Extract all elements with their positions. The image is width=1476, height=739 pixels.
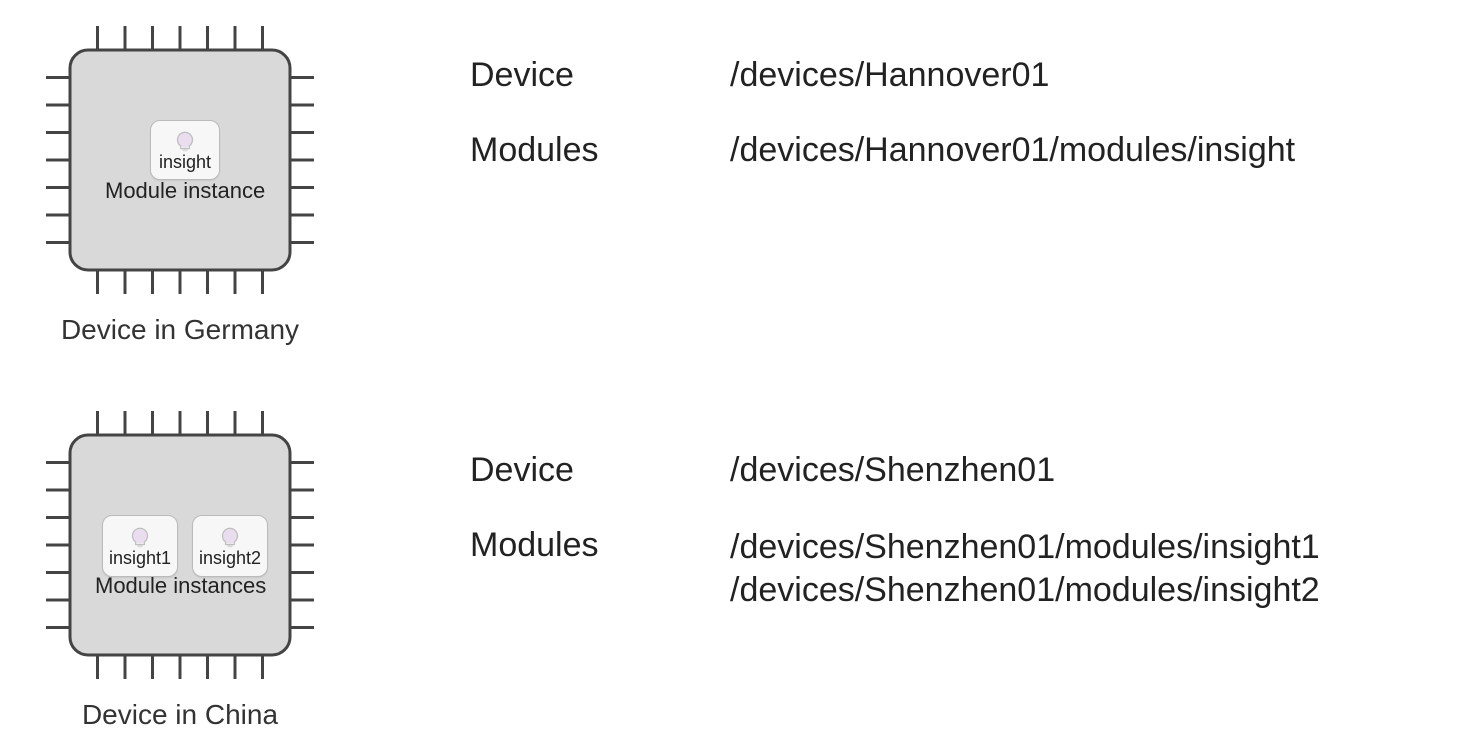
- info-grid-china: Device /devices/Shenzhen01 Modules /devi…: [470, 451, 1320, 611]
- instance-caption-germany: Module instance: [105, 178, 265, 204]
- device-row-germany: insight Module instance Device in German…: [20, 10, 1295, 346]
- chip-label-china: Device in China: [82, 699, 278, 731]
- instance-caption-china: Module instances: [95, 573, 266, 599]
- info-module-path: /devices/Shenzhen01/modules/insight1: [730, 526, 1320, 569]
- info-device-path: /devices/Shenzhen01: [730, 451, 1320, 490]
- chip-block-germany: insight Module instance Device in German…: [20, 10, 340, 346]
- module-name: insight1: [109, 549, 171, 567]
- chip-graphic-china: insight1 insight2 Module instances: [30, 395, 330, 695]
- info-device-key: Device: [470, 56, 690, 95]
- device-row-china: insight1 insight2 Module instances Devic…: [20, 395, 1320, 731]
- chip-graphic-germany: insight Module instance: [30, 10, 330, 310]
- info-device-path: /devices/Hannover01: [730, 56, 1295, 95]
- module-name: insight: [159, 153, 211, 171]
- module-box-insight1: insight1: [102, 515, 178, 577]
- info-module-path: /devices/Hannover01/modules/insight: [730, 131, 1295, 170]
- info-modules-key: Modules: [470, 526, 690, 565]
- info-modules-key: Modules: [470, 131, 690, 170]
- module-box-insight2: insight2: [192, 515, 268, 577]
- info-module-paths: /devices/Shenzhen01/modules/insight1 /de…: [730, 526, 1320, 611]
- chip-label-germany: Device in Germany: [61, 314, 299, 346]
- info-module-path: /devices/Shenzhen01/modules/insight2: [730, 569, 1320, 612]
- info-grid-germany: Device /devices/Hannover01 Modules /devi…: [470, 56, 1295, 170]
- module-box-insight: insight: [150, 120, 220, 180]
- module-name: insight2: [199, 549, 261, 567]
- chip-block-china: insight1 insight2 Module instances Devic…: [20, 395, 340, 731]
- info-device-key: Device: [470, 451, 690, 490]
